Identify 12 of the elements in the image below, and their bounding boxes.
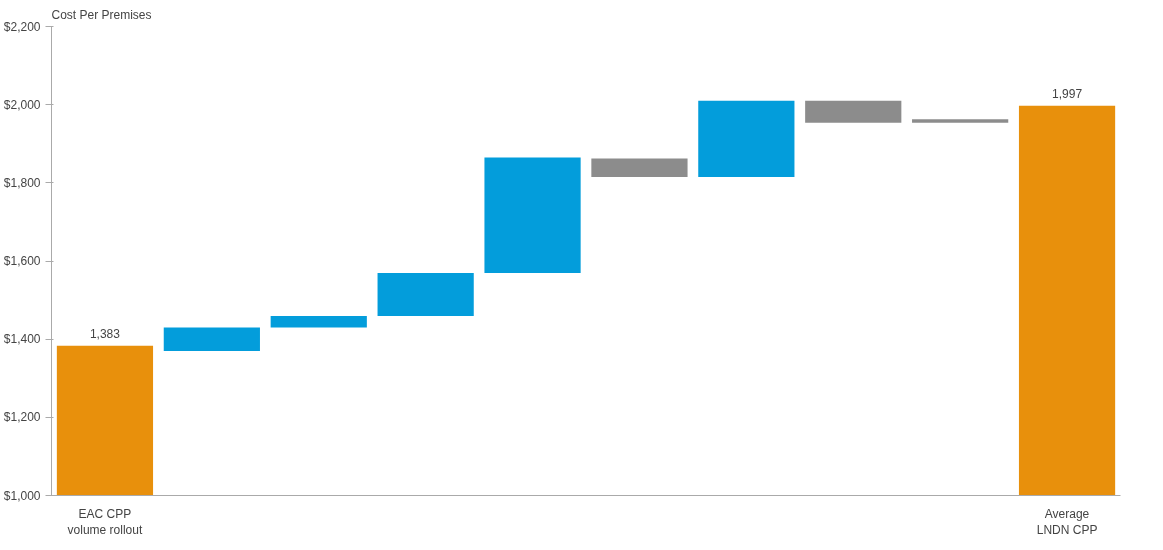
x-tick-label: EAC CPP volume rollout [67, 506, 143, 538]
y-tick-label: $1,000 [3, 488, 41, 503]
y-tick-label: $2,000 [3, 97, 41, 112]
y-tick-label: $1,200 [3, 410, 41, 425]
y-axis-title: Cost Per Premises [51, 7, 152, 22]
x-tick-label: Average LNDN CPP [1036, 506, 1098, 538]
data-label: 1,383 [89, 326, 121, 341]
data-label: 1,997 [1052, 86, 1083, 101]
y-tick-label: $2,200 [3, 19, 41, 34]
y-tick-label: $1,400 [3, 332, 41, 347]
y-tick-label: $1,800 [3, 175, 41, 190]
y-tick-label: $1,600 [3, 254, 41, 268]
